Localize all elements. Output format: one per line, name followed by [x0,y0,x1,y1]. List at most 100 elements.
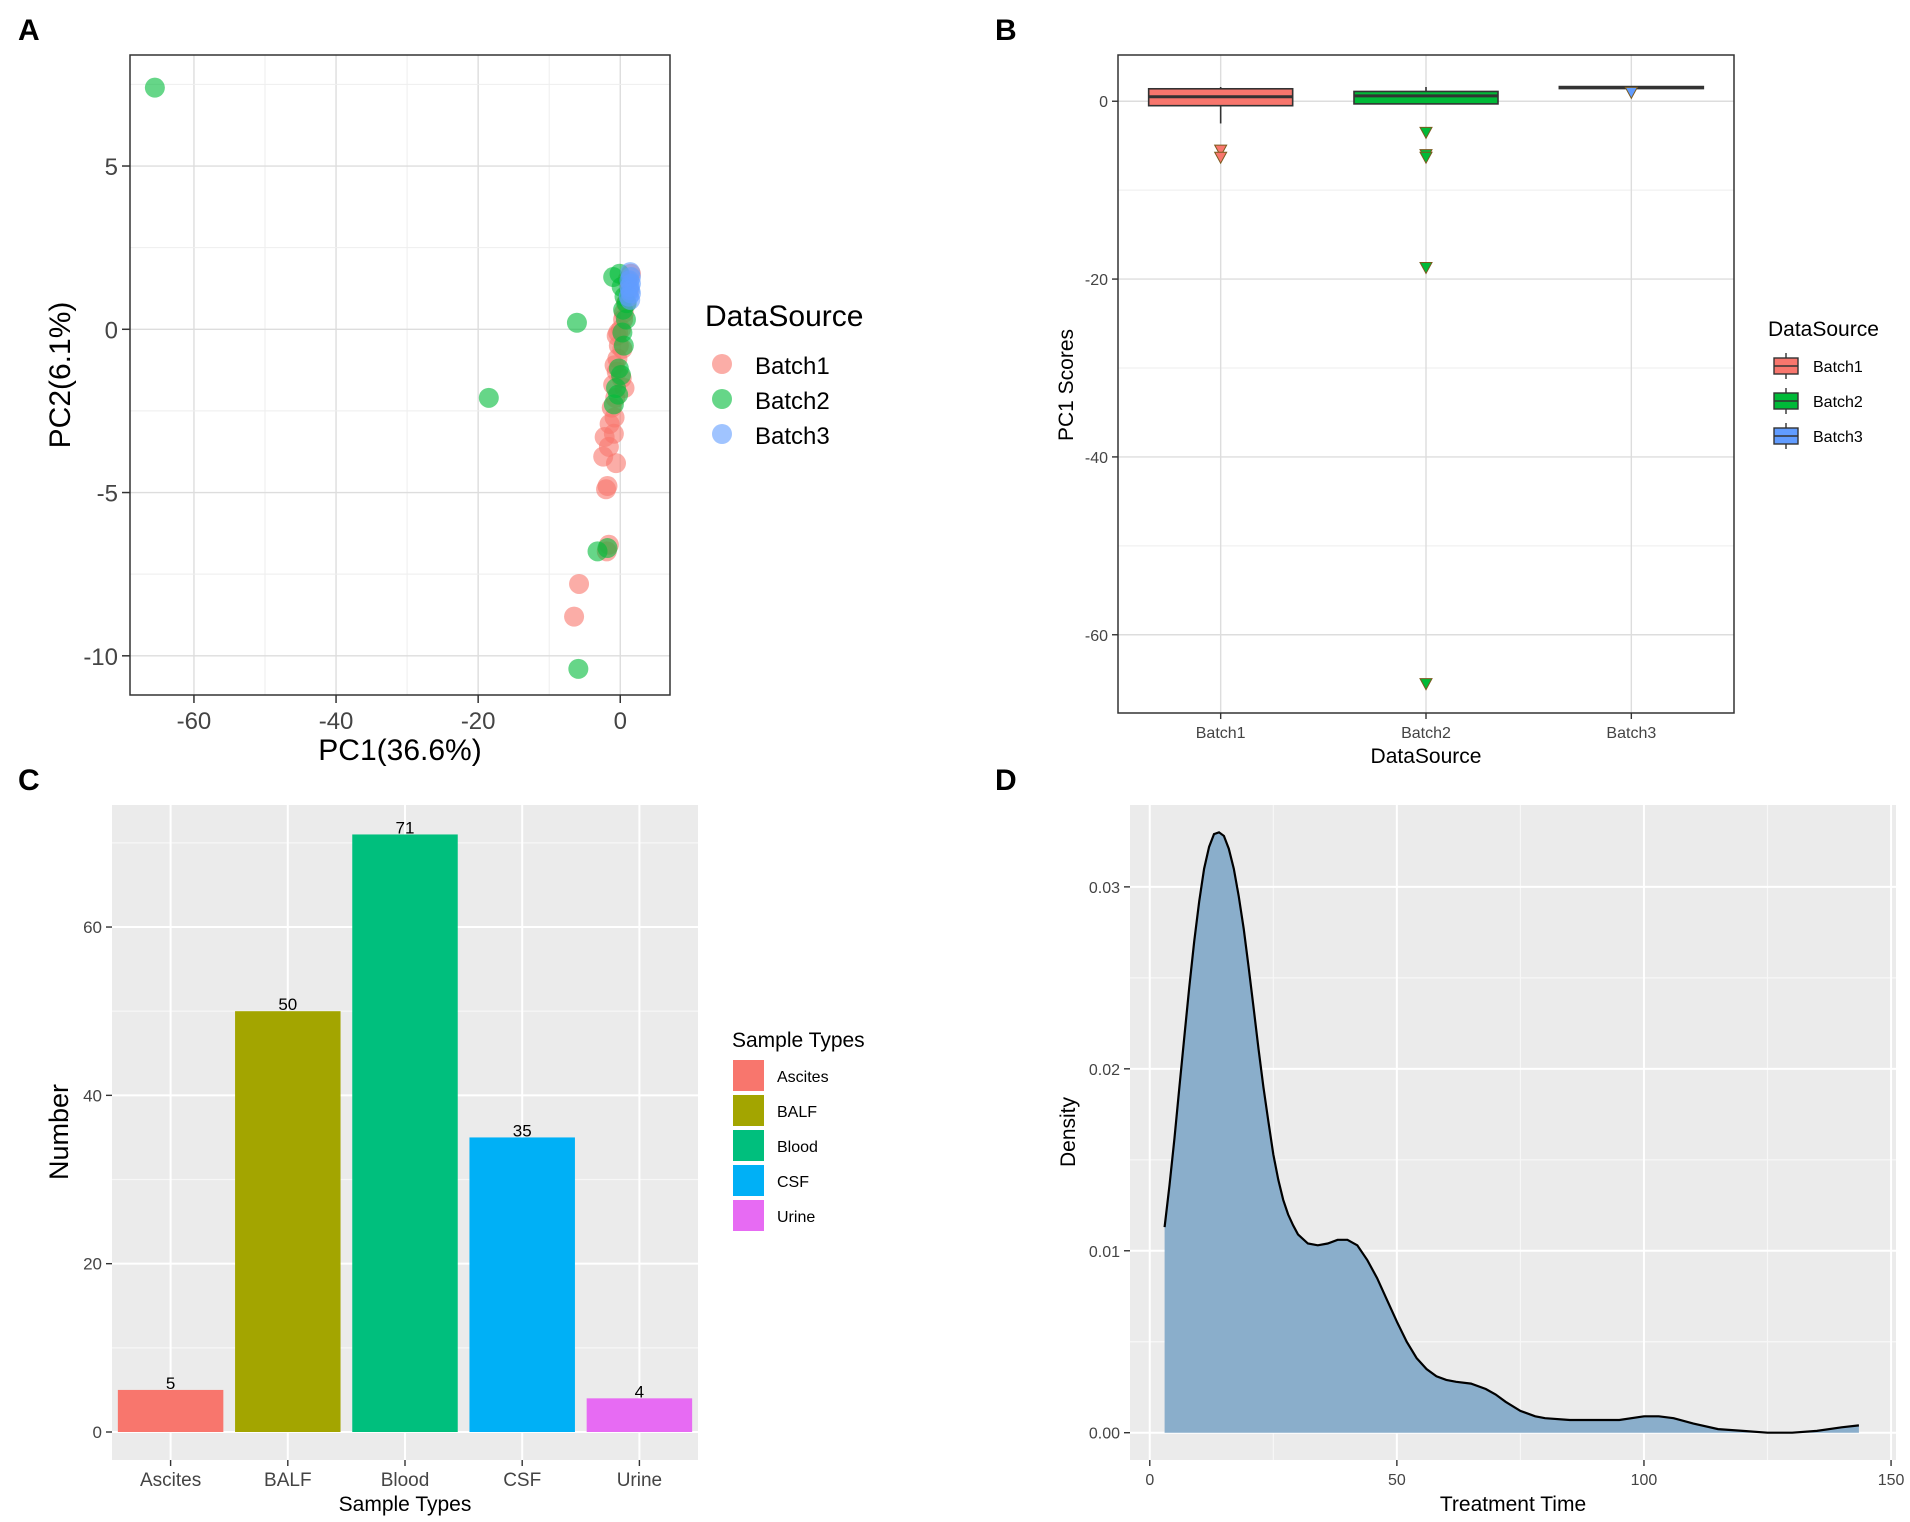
bar-legend: Sample Types Ascites BALF Blood CSF Urine [732,1029,865,1231]
scatter-point-batch2 [597,538,618,559]
bar-x-ticks: Ascites BALF Blood CSF Urine [140,1460,662,1491]
scatter-point-batch1 [564,606,585,627]
scatter-point-batch2 [144,77,165,98]
y-tick-label: -40 [1085,450,1108,467]
pca-gridlines [130,55,670,695]
panel-letter-a: A [18,14,40,47]
x-tick-label: 0 [1145,1472,1154,1489]
density-curve [1163,831,1860,1434]
x-tick-label: BALF [264,1470,312,1491]
box-series [1147,85,1705,691]
legend-key-ascites [733,1060,764,1091]
y-tick-label: 0.00 [1089,1426,1120,1443]
x-tick-label: 100 [1631,1472,1658,1489]
bar-y-ticks: 0 20 40 60 [83,918,112,1442]
pca-y-ticks: -10 -5 0 5 [83,154,130,671]
x-tick-label: 0 [614,708,627,735]
scatter-point-batch1 [596,479,617,500]
box-outlier [1419,151,1433,165]
density-gridlines [1130,805,1896,1460]
y-tick-label: 60 [83,918,102,937]
bar-balf [235,1011,341,1432]
x-tick-label: -40 [319,708,354,735]
bar-value-label: 5 [166,1374,175,1393]
box-legend: DataSource Batch1 Batch2 Batch3 [1768,318,1879,449]
density-y-axis-title: Density [1057,1096,1080,1167]
x-tick-label: Blood [381,1470,430,1491]
density-y-ticks: 0.00 0.01 0.02 0.03 [1089,880,1130,1443]
scatter-point-batch2 [566,312,587,333]
x-tick-label: Batch1 [1196,725,1246,742]
pca-points [144,77,641,679]
y-tick-label: 40 [83,1086,102,1105]
pca-x-ticks: -60 -40 -20 0 [177,695,627,735]
x-tick-label: Batch2 [1401,725,1451,742]
bar-value-label: 35 [513,1121,532,1140]
legend-label-urine: Urine [777,1209,815,1226]
x-tick-label: Ascites [140,1470,201,1491]
legend-key-csf [733,1165,764,1196]
y-tick-label: -60 [1085,628,1108,645]
pc1-boxplot-panel: Batch1 Batch2 Batch3 -60 -40 -20 0 DataSource… [1055,54,1879,768]
y-tick-label: 0 [93,1423,102,1442]
scatter-point-batch2 [568,658,589,679]
legend-key-batch2 [712,389,732,409]
box-outlier [1213,151,1228,165]
panel-letter-c: C [18,764,40,797]
scatter-point-batch2 [613,335,634,356]
y-tick-label: 20 [83,1255,102,1274]
legend-key-batch3 [712,424,732,444]
box-outlier [1419,126,1433,140]
panel-letter-b: B [995,14,1017,47]
legend-key-balf [733,1095,764,1126]
box-outlier [1419,262,1433,275]
scatter-point-batch1 [606,453,626,474]
y-tick-label: -10 [83,644,118,671]
legend-label-csf: CSF [777,1174,809,1191]
pca-scatter-panel: -60 -40 -20 0 -10-505 PC1(36.6%) PC2(6.1%) … [44,54,863,767]
box-legend-title: DataSource [1768,318,1879,341]
box-y-ticks: -60 -40 -20 0 [1085,94,1118,645]
box-batch2 [1353,90,1499,105]
panel-letter-d: D [995,764,1017,797]
bar-series: 5 50 71 35 4 [117,818,693,1432]
bar-legend-title: Sample Types [732,1029,865,1052]
x-tick-label: 50 [1388,1472,1406,1489]
pca-plot-area [130,55,670,695]
box-x-ticks: Batch1 Batch2 Batch3 [1196,713,1656,742]
box-x-axis-title: DataSource [1371,745,1482,768]
box-outlier [1213,144,1228,158]
x-tick-label: -20 [461,708,496,735]
bar-value-label: 50 [278,995,297,1014]
bar-ascites [117,1389,224,1432]
box-y-axis-title: PC1 Scores [1055,329,1078,441]
y-tick-label: 0 [105,317,118,344]
density-area [1164,832,1859,1433]
sample-types-bar-panel: 5 50 71 35 4 Ascites BALF Blood CSF Urine 0 20 40 6… [44,805,865,1516]
bar-y-axis-title: Number [44,1084,74,1180]
bar-blood [352,834,458,1432]
box-outlier [1419,678,1433,691]
legend-label-batch3: Batch3 [755,423,830,450]
y-tick-label: 5 [105,154,118,181]
pca-legend: DataSource Batch1 Batch2 Batch3 [705,300,863,450]
legend-label-batch1: Batch1 [755,353,830,380]
pca-x-axis-title: PC1(36.6%) [318,734,481,767]
y-tick-label: 0.03 [1089,880,1120,897]
x-tick-label: CSF [503,1470,541,1491]
y-tick-label: 0 [1099,94,1108,111]
y-tick-label: -20 [1085,272,1108,289]
legend-label-batch2: Batch2 [755,388,830,415]
bar-value-label: 4 [635,1382,644,1401]
pca-y-axis-title: PC2(6.1%) [44,302,77,449]
x-tick-label: 150 [1878,1472,1905,1489]
x-tick-label: Batch3 [1606,725,1656,742]
density-x-axis-title: Treatment Time [1440,1493,1586,1516]
legend-key-blood [733,1130,764,1161]
legend-label-balf: BALF [777,1104,817,1121]
density-x-ticks: 0 50 100 150 [1145,1460,1905,1489]
y-tick-label: -5 [97,481,118,508]
legend-label-batch1: Batch1 [1813,359,1863,376]
pca-legend-title: DataSource [705,300,863,333]
